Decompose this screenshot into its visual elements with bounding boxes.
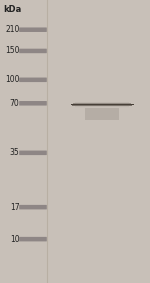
Text: 35: 35	[10, 148, 20, 157]
Text: 17: 17	[10, 203, 20, 212]
Text: 100: 100	[5, 75, 20, 84]
FancyBboxPatch shape	[19, 205, 47, 209]
Bar	[75, 102, 129, 103]
FancyBboxPatch shape	[19, 101, 47, 106]
Text: 210: 210	[5, 25, 20, 34]
Bar	[75, 108, 129, 109]
Text: 150: 150	[5, 46, 20, 55]
Bar	[72, 105, 132, 106]
FancyBboxPatch shape	[19, 151, 47, 155]
Text: kDa: kDa	[3, 5, 21, 14]
FancyBboxPatch shape	[19, 49, 47, 53]
Bar	[75, 100, 129, 101]
Bar	[85, 108, 119, 120]
Bar	[75, 107, 129, 108]
FancyBboxPatch shape	[19, 237, 47, 241]
Text: 10: 10	[10, 235, 20, 244]
FancyBboxPatch shape	[19, 27, 47, 32]
Text: 70: 70	[10, 99, 20, 108]
FancyBboxPatch shape	[19, 78, 47, 82]
